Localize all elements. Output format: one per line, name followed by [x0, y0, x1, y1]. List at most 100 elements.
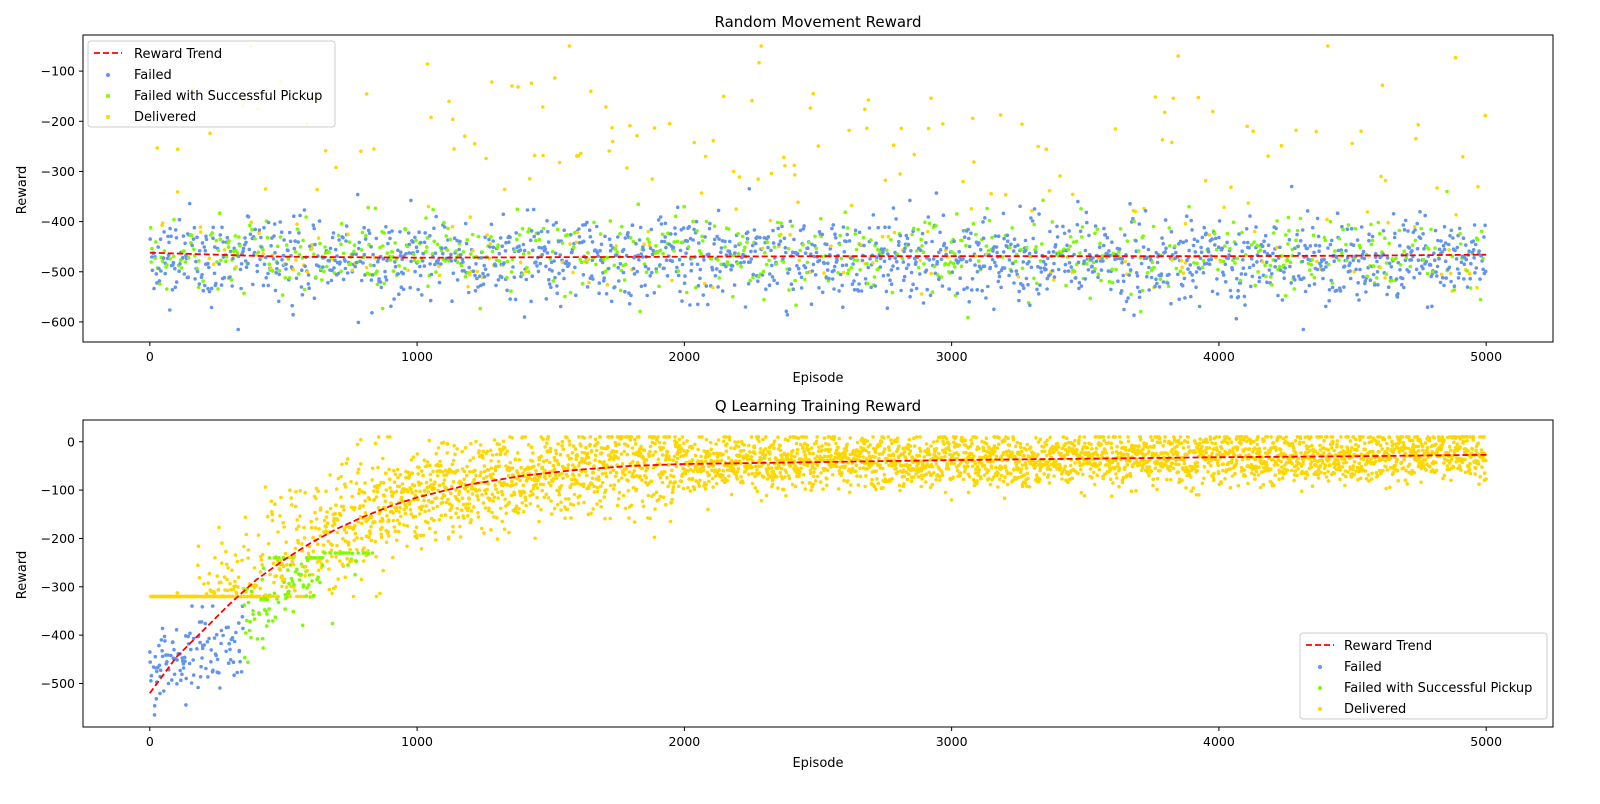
panel1-point-failed-with-successful-pickup — [910, 233, 914, 237]
panel1-point-failed — [1181, 284, 1185, 288]
panel2-point-delivered — [555, 452, 559, 456]
panel1-point-failed — [1448, 266, 1452, 270]
panel2-point-delivered — [759, 447, 763, 451]
panel1-point-failed — [1065, 244, 1069, 248]
panel1-point-failed — [603, 235, 607, 239]
panel2-point-delivered — [724, 435, 728, 439]
panel1-point-delivered — [294, 258, 298, 262]
panel1-point-delivered — [1275, 246, 1279, 250]
panel1-point-failed — [703, 235, 707, 239]
panel1-point-failed — [706, 303, 710, 307]
panel1-point-delivered — [541, 105, 545, 109]
panel1-point-failed — [969, 231, 973, 235]
panel1-point-delivered — [604, 105, 608, 109]
panel1-point-failed — [997, 271, 1001, 275]
panel1-point-failed-with-successful-pickup — [1175, 267, 1179, 271]
panel1-point-failed — [733, 283, 737, 287]
panel1-point-failed-with-successful-pickup — [248, 224, 252, 228]
panel2-point-delivered — [318, 559, 322, 563]
panel2-point-delivered — [799, 467, 803, 471]
panel1-point-failed — [1006, 239, 1010, 243]
panel2-point-delivered — [654, 450, 658, 454]
panel1-point-failed — [267, 284, 271, 288]
panel1-point-failed — [1443, 225, 1447, 229]
panel1-point-failed — [781, 257, 785, 261]
panel1-point-failed — [908, 295, 912, 299]
panel2-point-delivered — [398, 485, 402, 489]
panel1-point-delivered — [1454, 56, 1458, 60]
panel2-point-delivered — [535, 496, 539, 500]
panel2-point-delivered — [778, 471, 782, 475]
panel1-xtick: 5000 — [1470, 342, 1502, 364]
panel1-point-delivered — [519, 261, 523, 265]
panel2-point-delivered — [734, 459, 738, 463]
panel1-point-failed-with-successful-pickup — [1398, 229, 1402, 233]
panel2-point-failed — [229, 658, 233, 662]
panel2-point-delivered — [682, 442, 686, 446]
panel1-point-failed — [1363, 257, 1367, 261]
panel1-point-failed — [1198, 305, 1202, 309]
panel1-point-failed — [992, 308, 996, 312]
panel2-point-delivered — [373, 520, 377, 524]
panel1-point-failed-with-successful-pickup — [1146, 271, 1150, 275]
panel1-point-failed — [284, 267, 288, 271]
panel1-point-failed — [842, 225, 846, 229]
panel2-point-delivered — [485, 475, 489, 479]
panel1-point-failed — [255, 264, 259, 268]
panel2-point-delivered — [323, 519, 327, 523]
panel1-point-failed — [637, 258, 641, 262]
panel1-point-failed — [721, 289, 725, 293]
panel1-point-failed — [810, 302, 814, 306]
panel1-point-failed-with-successful-pickup — [819, 217, 823, 221]
panel1-point-failed — [786, 313, 790, 317]
panel1-point-failed — [532, 208, 536, 212]
panel2-point-delivered — [680, 480, 684, 484]
panel2-point-delivered — [503, 446, 507, 450]
panel1-point-failed — [999, 286, 1003, 290]
panel1-point-failed-with-successful-pickup — [314, 275, 318, 279]
panel2-point-delivered — [477, 515, 481, 519]
panel1-point-failed — [1468, 277, 1472, 281]
panel1-point-failed — [1263, 250, 1267, 254]
panel1-ytick-label: −500 — [41, 264, 75, 279]
panel1-point-failed — [1279, 268, 1283, 272]
panel2-point-delivered — [661, 481, 665, 485]
panel2-point-delivered — [742, 449, 746, 453]
panel2-point-delivered — [540, 455, 544, 459]
panel1-point-failed-with-successful-pickup — [1385, 272, 1389, 276]
panel1-point-failed — [1443, 248, 1447, 252]
panel2-point-delivered — [638, 474, 642, 478]
panel1-point-failed — [457, 248, 461, 252]
panel1-point-failed — [1367, 232, 1371, 236]
panel2-point-delivered — [592, 464, 596, 468]
panel2-point-delivered — [670, 498, 674, 502]
panel1-point-failed — [739, 261, 743, 265]
panel1-point-failed — [1160, 236, 1164, 240]
panel2-point-delivered — [392, 519, 396, 523]
panel2-point-delivered — [855, 474, 859, 478]
panel2-point-delivered — [257, 533, 261, 537]
panel1-point-failed-with-successful-pickup — [762, 298, 766, 302]
panel1-point-failed — [888, 257, 892, 261]
panel2-point-delivered — [496, 491, 500, 495]
panel2-point-delivered — [786, 439, 790, 443]
panel1-point-failed — [1002, 250, 1006, 254]
panel1-point-failed — [514, 298, 518, 302]
panel1-point-failed — [1251, 275, 1255, 279]
panel1-point-failed — [1265, 260, 1269, 264]
panel1-point-delivered — [611, 140, 615, 144]
panel2-point-delivered — [398, 522, 402, 526]
panel1-point-failed — [751, 244, 755, 248]
panel1-point-delivered — [346, 232, 350, 236]
panel1-point-failed — [804, 266, 808, 270]
panel2-point-delivered — [303, 536, 307, 540]
panel2-point-delivered — [620, 452, 624, 456]
panel1-point-failed — [236, 328, 240, 332]
panel1-point-failed-with-successful-pickup — [276, 245, 280, 249]
panel2-point-failed — [179, 678, 183, 682]
panel2-point-delivered — [225, 563, 229, 567]
panel2-point-delivered — [247, 548, 251, 552]
panel1-point-failed — [1436, 265, 1440, 269]
panel1-point-delivered — [426, 62, 430, 66]
panel2-point-delivered — [495, 516, 499, 520]
